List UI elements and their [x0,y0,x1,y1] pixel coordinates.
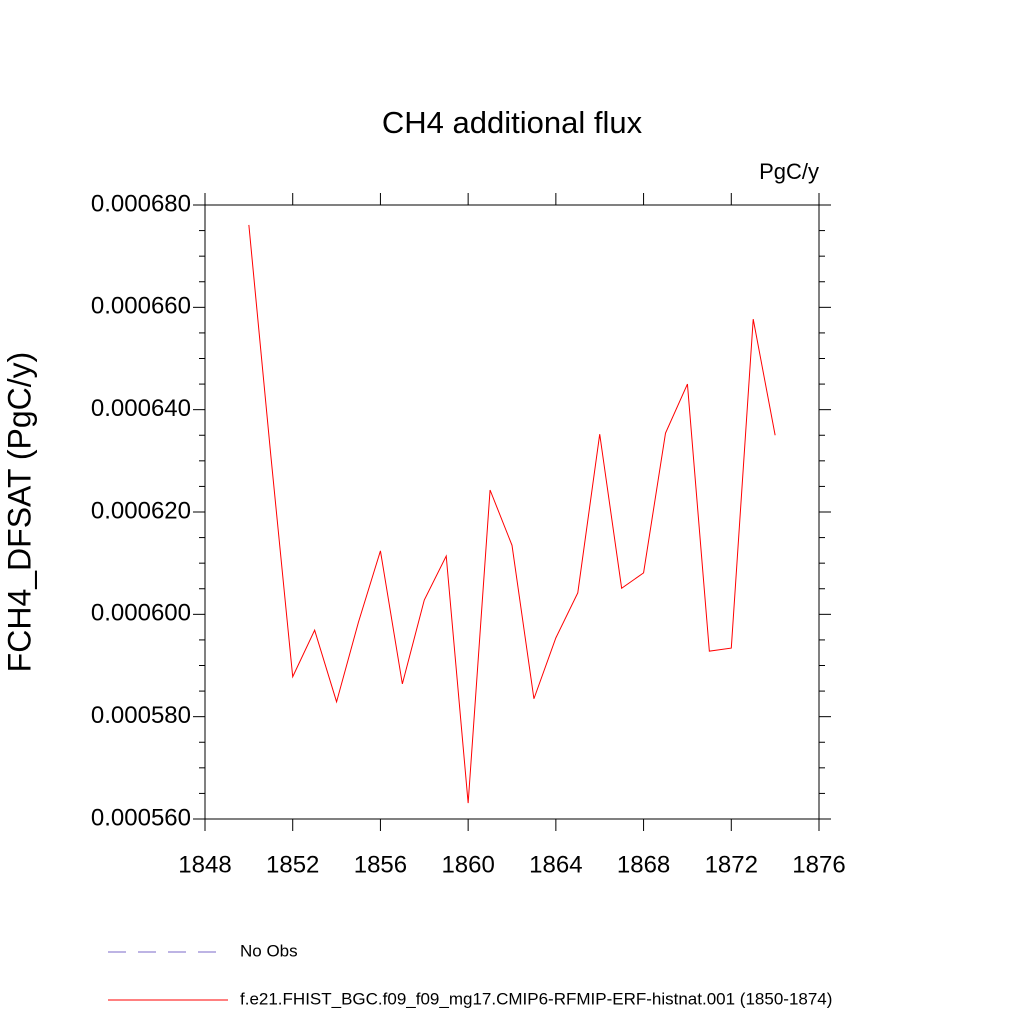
y-tick-label: 0.000680 [91,190,191,217]
y-tick-label: 0.000580 [91,702,191,729]
y-axis-label: FCH4_DFSAT (PgC/y) [1,352,37,673]
x-tick-label: 1860 [441,851,494,878]
x-tick-label: 1872 [705,851,758,878]
x-tick-label: 1856 [354,851,407,878]
legend-label: No Obs [240,941,298,960]
y-tick-label: 0.000660 [91,293,191,320]
data-line [248,224,776,804]
plot-frame [204,204,820,820]
x-tick-label: 1876 [792,851,845,878]
units-label: PgC/y [759,159,819,184]
x-tick-label: 1852 [266,851,319,878]
y-tick-label: 0.000600 [91,600,191,627]
x-tick-label: 1864 [529,851,582,878]
chart-title: CH4 additional flux [382,105,643,140]
x-tick-label: 1848 [178,851,231,878]
y-tick-label: 0.000560 [91,804,191,831]
y-tick-label: 0.000640 [91,395,191,422]
y-tick-label: 0.000620 [91,497,191,524]
legend-label: f.e21.FHIST_BGC.f09_f09_mg17.CMIP6-RFMIP… [240,989,832,1008]
x-tick-label: 1868 [617,851,670,878]
